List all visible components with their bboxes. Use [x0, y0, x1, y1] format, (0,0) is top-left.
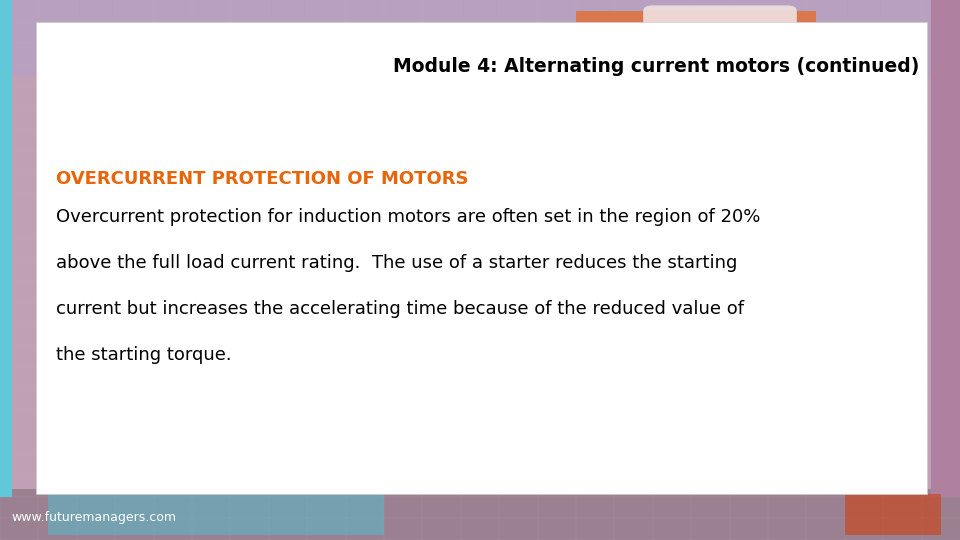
Bar: [0, 0, 12, 497]
Bar: [0, 0, 960, 76]
Text: current but increases the accelerating time because of the reduced value of: current but increases the accelerating t…: [56, 300, 744, 318]
Bar: [0, 76, 960, 540]
FancyBboxPatch shape: [643, 5, 797, 70]
FancyBboxPatch shape: [48, 494, 384, 535]
Bar: [931, 0, 960, 497]
FancyBboxPatch shape: [576, 11, 816, 70]
Text: Overcurrent protection for induction motors are often set in the region of 20%: Overcurrent protection for induction mot…: [56, 208, 760, 226]
Text: the starting torque.: the starting torque.: [56, 346, 231, 363]
Text: above the full load current rating.  The use of a starter reduces the starting: above the full load current rating. The …: [56, 254, 737, 272]
Bar: [36, 22, 927, 494]
Text: www.futuremanagers.com: www.futuremanagers.com: [12, 511, 177, 524]
Text: Module 4: Alternating current motors (continued): Module 4: Alternating current motors (co…: [394, 57, 920, 76]
Text: OVERCURRENT PROTECTION OF MOTORS: OVERCURRENT PROTECTION OF MOTORS: [56, 170, 468, 188]
FancyBboxPatch shape: [845, 494, 941, 535]
Bar: [0, 489, 960, 540]
